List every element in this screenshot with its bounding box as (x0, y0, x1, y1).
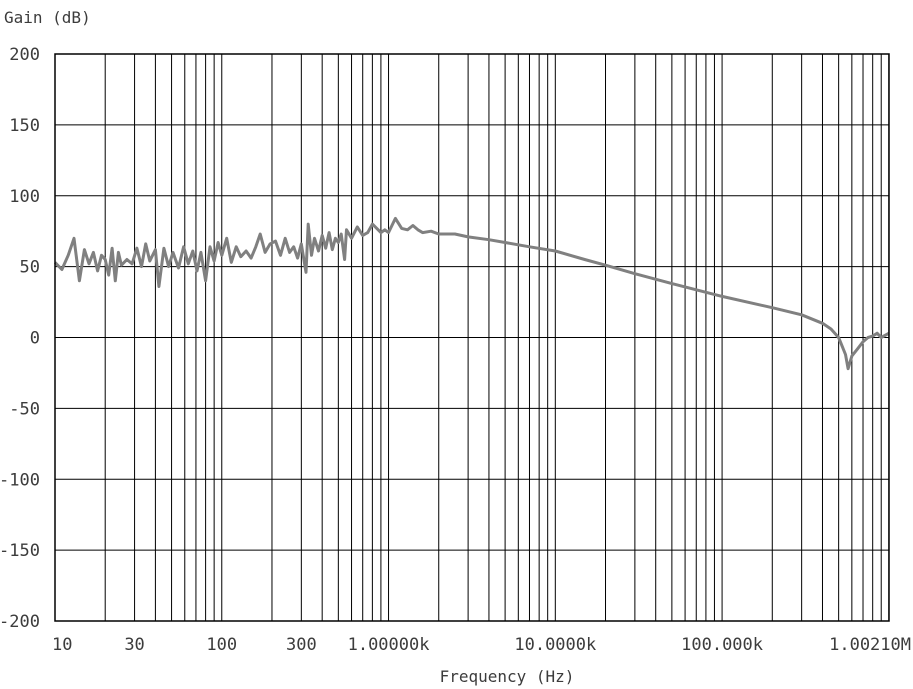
y-tick-label: 200 (9, 45, 40, 65)
y-tick-label: 100 (9, 187, 40, 207)
x-tick-label: 1.00000k (348, 635, 430, 655)
x-tick-label: 100 (206, 635, 237, 655)
x-tick-label: 300 (286, 635, 317, 655)
y-tick-label: 50 (20, 258, 40, 278)
x-tick-labels: 10 30 100 300 1.00000k 10.0000k 100.000k 1.0021… (52, 635, 911, 655)
x-tick-label: 30 (124, 635, 144, 655)
y-tick-label: -50 (9, 399, 40, 419)
grid-lines (55, 53, 890, 622)
y-tick-label: 150 (9, 116, 40, 136)
x-tick-label: 10.0000k (514, 635, 596, 655)
y-tick-label: -100 (0, 470, 40, 490)
x-axis-title: Frequency (Hz) (440, 667, 575, 686)
y-axis-title: Gain (dB) (4, 8, 91, 27)
y-tick-label: -200 (0, 612, 40, 632)
x-tick-label: 100.000k (681, 635, 763, 655)
series-layer (53, 216, 890, 371)
y-tick-label: -150 (0, 541, 40, 561)
y-tick-label: 0 (30, 329, 40, 349)
x-tick-label: 10 (52, 635, 72, 655)
gain-series-line (53, 216, 890, 371)
x-tick-label: 1.00210M (829, 635, 911, 655)
y-tick-labels: 200 150 100 50 0 -50 -100 -150 -200 (0, 45, 40, 632)
plot-frame (54, 53, 890, 622)
